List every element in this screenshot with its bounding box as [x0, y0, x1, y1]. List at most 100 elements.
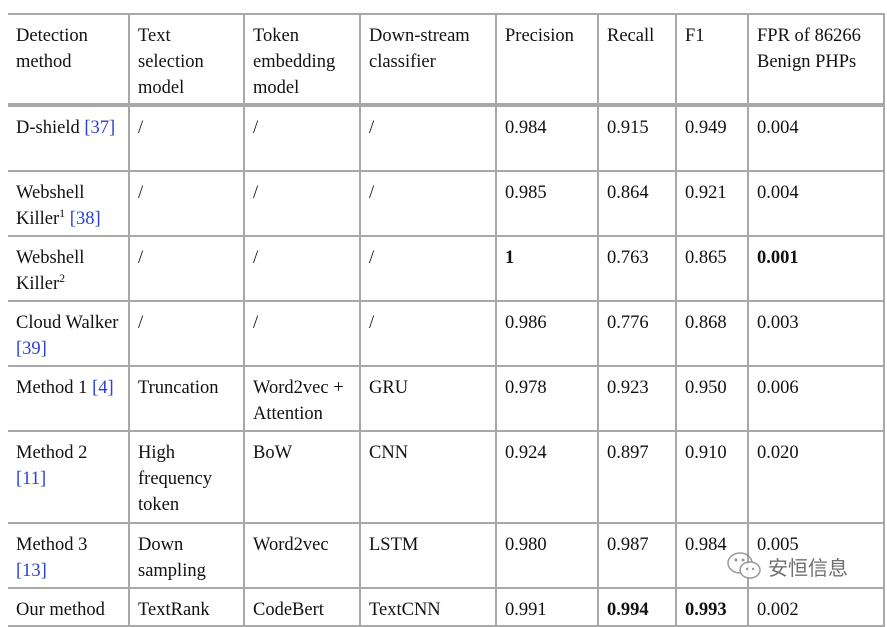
method-name: Cloud Walker — [16, 313, 119, 333]
recall-cell: 0.915 — [597, 105, 677, 171]
recall-cell: 0.763 — [597, 236, 677, 301]
embed-value: CodeBert — [253, 600, 324, 620]
table-row: Method 3 [13] Down sampling Word2vec LSTM 0.… — [8, 523, 885, 588]
table-row: Cloud Walker [39] / / / 0.986 0.776 0.868 0.003 — [8, 301, 885, 366]
fpr-value: 0.001 — [757, 248, 799, 268]
table-row: Our method TextRank CodeBert TextCNN 0.991 0.… — [8, 588, 885, 626]
citation-link[interactable]: [37] — [84, 118, 116, 138]
text-value: / — [138, 313, 144, 333]
clf-value: / — [369, 248, 375, 268]
fpr-value: 0.004 — [757, 118, 799, 138]
method-name: Our method — [16, 600, 105, 620]
precision-cell: 0.985 — [495, 171, 599, 236]
precision-value: 0.978 — [505, 378, 547, 398]
fpr-cell: 0.004 — [747, 171, 885, 236]
citation-link[interactable]: [4] — [92, 378, 114, 398]
fpr-value: 0.005 — [757, 535, 799, 555]
embed-value: / — [253, 248, 259, 268]
clf-value: / — [369, 183, 375, 203]
fpr-value: 0.002 — [757, 600, 799, 620]
column-header: Precision — [495, 14, 599, 105]
text-cell: / — [128, 171, 245, 236]
embed-cell: Word2vec — [243, 523, 361, 588]
method-name: Method 2 — [16, 443, 88, 463]
recall-cell: 0.864 — [597, 171, 677, 236]
text-cell: / — [128, 105, 245, 171]
method-name: Method 1 — [16, 378, 88, 398]
recall-cell: 0.897 — [597, 431, 677, 523]
fpr-cell: 0.006 — [747, 366, 885, 431]
clf-cell: / — [359, 105, 497, 171]
embed-cell: / — [243, 171, 361, 236]
precision-value: 1 — [505, 248, 515, 268]
precision-cell: 0.978 — [495, 366, 599, 431]
text-value: / — [138, 183, 144, 203]
f1-value: 0.949 — [685, 118, 727, 138]
f1-value: 0.865 — [685, 248, 727, 268]
recall-value: 0.776 — [607, 313, 649, 333]
fpr-cell: 0.001 — [747, 236, 885, 301]
method-cell: Webshell Killer1 [38] — [8, 171, 130, 236]
text-cell: / — [128, 236, 245, 301]
precision-cell: 0.986 — [495, 301, 599, 366]
text-value: Truncation — [138, 378, 219, 398]
f1-value: 0.950 — [685, 378, 727, 398]
embed-value: / — [253, 118, 259, 138]
recall-value: 0.763 — [607, 248, 649, 268]
f1-cell: 0.910 — [675, 431, 749, 523]
clf-value: GRU — [369, 378, 409, 398]
f1-value: 0.868 — [685, 313, 727, 333]
precision-value: 0.924 — [505, 443, 547, 463]
precision-cell: 1 — [495, 236, 599, 301]
embed-value: BoW — [253, 443, 293, 463]
citation-link[interactable]: [13] — [16, 561, 47, 581]
clf-cell: / — [359, 301, 497, 366]
text-value: TextRank — [138, 600, 210, 620]
text-cell: High frequency token — [128, 431, 245, 523]
footnote-mark: 1 — [59, 205, 66, 220]
citation-link[interactable]: [39] — [16, 339, 47, 359]
recall-value: 0.864 — [607, 183, 649, 203]
recall-cell: 0.923 — [597, 366, 677, 431]
text-cell: Down sampling — [128, 523, 245, 588]
f1-cell: 0.950 — [675, 366, 749, 431]
recall-value: 0.923 — [607, 378, 649, 398]
f1-value: 0.921 — [685, 183, 727, 203]
text-cell: TextRank — [128, 588, 245, 626]
table-row: Webshell Killer2 / / / 1 0.763 0.865 0.001 — [8, 236, 885, 301]
method-cell: Method 1 [4] — [8, 366, 130, 431]
results-table: Detection method Text selection model Toke… — [8, 13, 885, 627]
column-header: Down-stream classifier — [359, 14, 497, 105]
fpr-cell: 0.004 — [747, 105, 885, 171]
embed-cell: / — [243, 105, 361, 171]
column-header: F1 — [675, 14, 749, 105]
text-value: High frequency token — [138, 443, 212, 515]
citation-link[interactable]: [38] — [69, 209, 101, 229]
method-cell: Method 2 [11] — [8, 431, 130, 523]
precision-value: 0.985 — [505, 183, 547, 203]
precision-value: 0.986 — [505, 313, 547, 333]
text-value: Down sampling — [138, 535, 206, 581]
embed-cell: CodeBert — [243, 588, 361, 626]
precision-cell: 0.984 — [495, 105, 599, 171]
precision-value: 0.984 — [505, 118, 547, 138]
clf-cell: LSTM — [359, 523, 497, 588]
precision-cell: 0.924 — [495, 431, 599, 523]
method-name: Method 3 — [16, 535, 88, 555]
clf-cell: / — [359, 171, 497, 236]
recall-cell: 0.987 — [597, 523, 677, 588]
table-row: Webshell Killer1 [38] / / / 0.985 0.864 0.921 0… — [8, 171, 885, 236]
f1-cell: 0.865 — [675, 236, 749, 301]
clf-value: CNN — [369, 443, 409, 463]
column-header: Recall — [597, 14, 677, 105]
method-cell: Method 3 [13] — [8, 523, 130, 588]
f1-cell: 0.993 — [675, 588, 749, 626]
precision-value: 0.980 — [505, 535, 547, 555]
citation-link[interactable]: [11] — [16, 469, 47, 489]
fpr-value: 0.003 — [757, 313, 799, 333]
wechat-icon — [727, 552, 761, 579]
clf-cell: / — [359, 236, 497, 301]
text-value: / — [138, 248, 144, 268]
text-cell: Truncation — [128, 366, 245, 431]
precision-cell: 0.991 — [495, 588, 599, 626]
